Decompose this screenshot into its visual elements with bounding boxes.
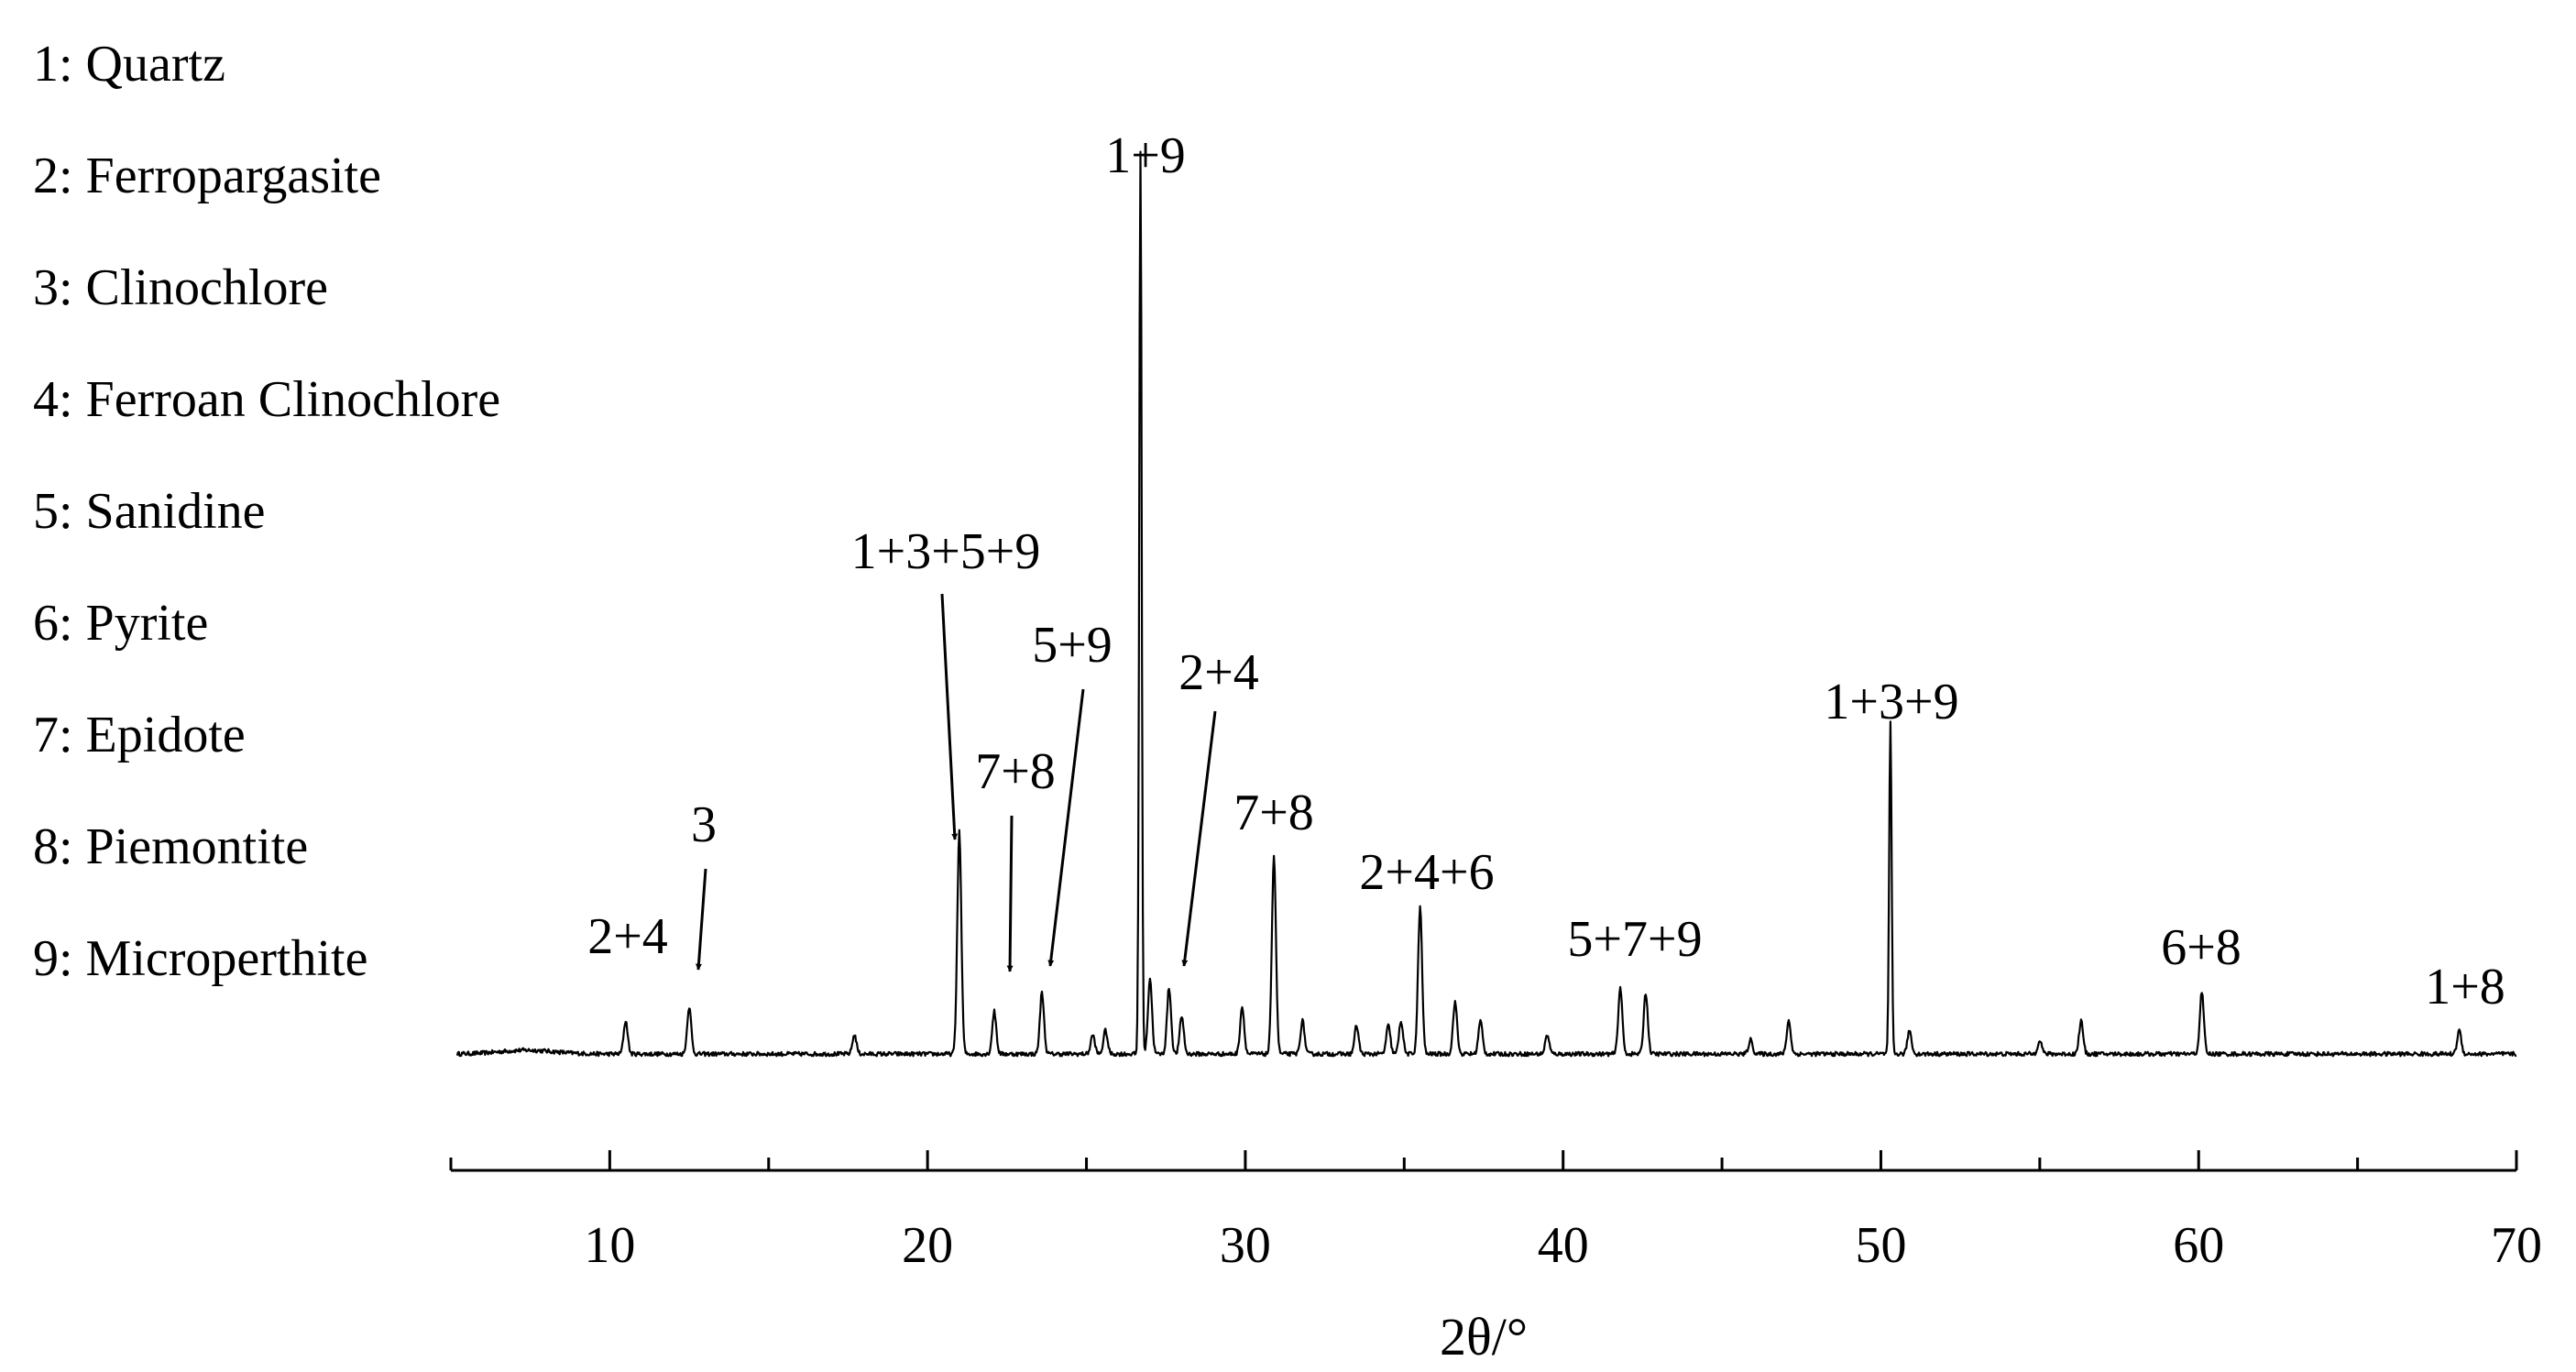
x-tick-label: 20 (902, 1217, 953, 1274)
legend: 1: Quartz 2: Ferropargasite 3: Clinochlore… (33, 36, 500, 987)
x-tick-label: 40 (1538, 1217, 1589, 1274)
peak-label: 6+8 (2161, 919, 2242, 976)
legend-entry: 3: Clinochlore (33, 259, 328, 316)
x-tick-label: 70 (2491, 1217, 2542, 1274)
xrd-pattern-line (455, 150, 2517, 1058)
x-tick-label: 30 (1220, 1217, 1271, 1274)
x-axis-ticks: 10 20 30 40 50 60 70 (449, 1150, 2542, 1274)
x-axis-label: 2θ/° (1440, 1307, 1528, 1367)
legend-entry: 6: Pyrite (33, 595, 208, 652)
x-tick-label: 60 (2173, 1217, 2224, 1274)
peak-label: 5+7+9 (1567, 911, 1702, 968)
peak-label: 7+8 (975, 743, 1056, 800)
peak-label: 3 (691, 796, 717, 853)
peak-arrow (1047, 688, 1085, 967)
legend-entry: 4: Ferroan Clinochlore (33, 371, 500, 428)
peak-arrow (1181, 710, 1217, 967)
peak-arrow (695, 868, 707, 971)
x-tick-label: 10 (584, 1217, 635, 1274)
peak-label: 2+4 (1178, 644, 1259, 701)
peak-label: 1+3+5+9 (851, 523, 1041, 580)
peak-annotations: 2+4 3 1+3+5+9 7+8 5+9 1+9 2+4 7+8 2+4+6 5+7+9 1+3+… (587, 127, 2505, 1015)
peak-arrow (1006, 815, 1014, 972)
peak-label: 5+9 (1032, 617, 1113, 674)
peak-label: 1+9 (1105, 127, 1186, 184)
legend-entry: 7: Epidote (33, 707, 246, 763)
legend-entry: 5: Sanidine (33, 483, 266, 540)
peak-label: 1+3+9 (1824, 674, 1958, 730)
peak-label: 7+8 (1233, 785, 1314, 841)
peak-label: 1+8 (2425, 959, 2505, 1015)
legend-entry: 2: Ferropargasite (33, 148, 381, 204)
peak-label: 2+4 (587, 908, 668, 965)
peak-label: 2+4+6 (1359, 844, 1494, 901)
legend-entry: 9: Microperthite (33, 930, 367, 987)
legend-entry: 1: Quartz (33, 36, 225, 93)
legend-entry: 8: Piemontite (33, 818, 308, 875)
peak-arrow (940, 593, 959, 840)
x-tick-label: 50 (1855, 1217, 1906, 1274)
